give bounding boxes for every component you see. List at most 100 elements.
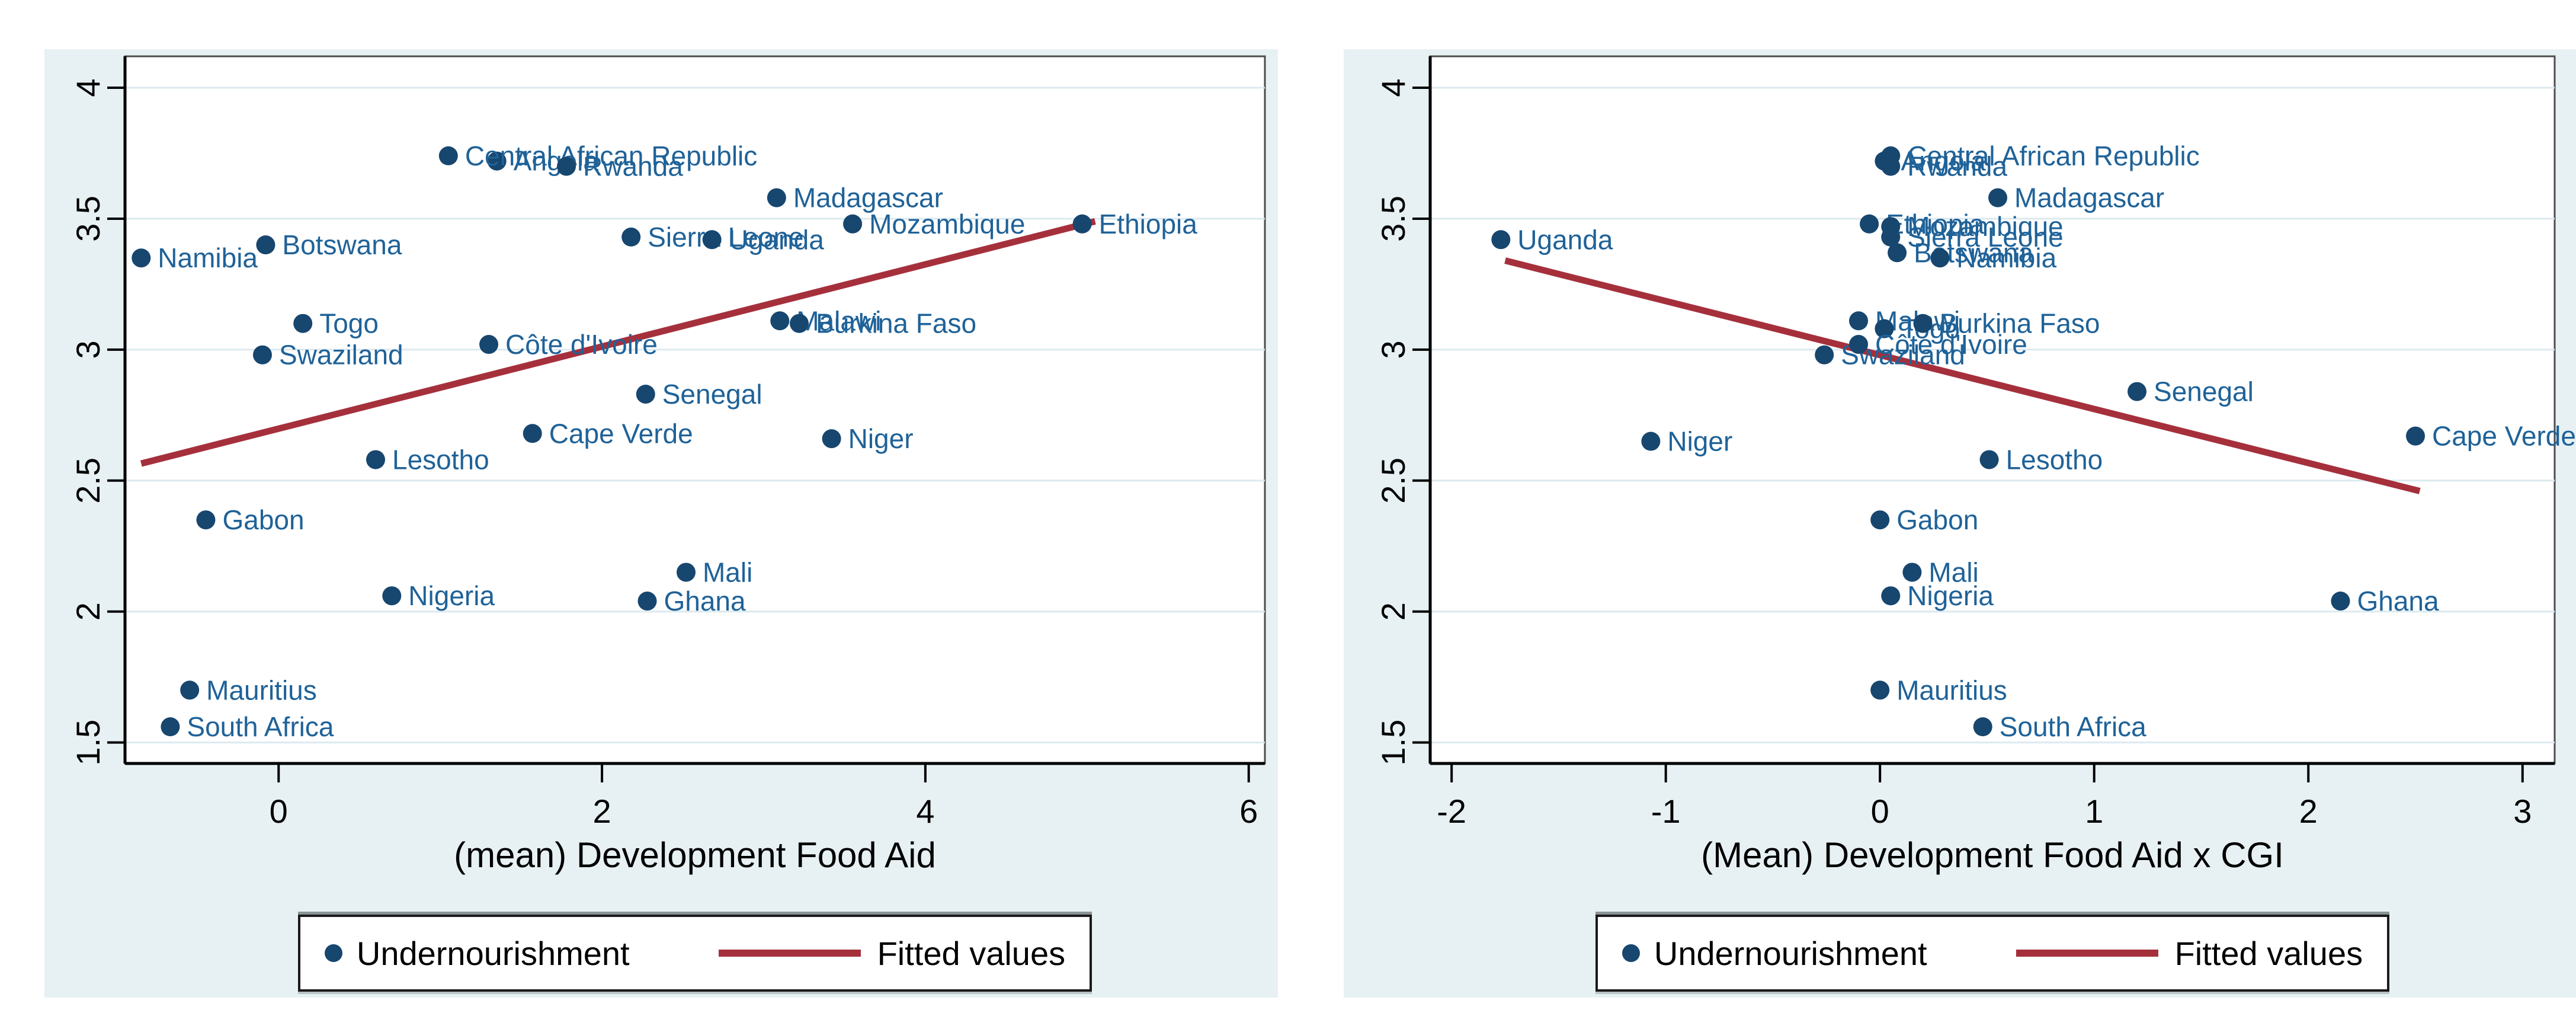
point-label: Senegal <box>662 379 762 410</box>
data-point <box>180 680 200 700</box>
x-tick-label: 2 <box>2299 792 2318 830</box>
chart-panel-food-aid-cgi: 1.5 2 2.5 3 3.5 4 -2 -1 0 1 2 3 Uganda Angola Central … <box>1344 49 2576 998</box>
data-point <box>2331 592 2350 611</box>
data-point <box>252 345 272 365</box>
data-point <box>132 248 151 268</box>
y-tick-label: 3 <box>1374 340 1412 359</box>
data-point <box>1881 156 1901 176</box>
point-label: Malawi <box>796 305 881 336</box>
point-label: Mauritius <box>1896 675 2007 705</box>
data-point <box>1849 335 1869 354</box>
data-point <box>479 335 499 354</box>
data-point <box>487 151 507 171</box>
point-label: Ethiopia <box>1886 209 1985 239</box>
y-tick-label: 2 <box>1374 602 1412 621</box>
point-label: Central African Republic <box>465 140 757 171</box>
x-tick-label: -1 <box>1651 792 1681 830</box>
data-point <box>636 384 655 404</box>
data-point <box>557 156 576 176</box>
data-point <box>1860 214 1879 234</box>
point-label: Rwanda <box>583 151 683 182</box>
point-label: Sierra Leone <box>1907 222 2063 253</box>
data-point <box>1888 243 1907 263</box>
legend-line-icon <box>718 950 861 957</box>
y-tick-label: 4 <box>69 78 107 97</box>
data-point <box>767 188 786 207</box>
data-point <box>1875 319 1894 338</box>
y-tick-label: 2 <box>69 602 107 621</box>
y-tick-label: 2.5 <box>1374 458 1412 504</box>
plot-area <box>124 55 1266 765</box>
point-label: Sierra Leone <box>648 222 803 253</box>
data-point <box>1979 450 1999 469</box>
point-label: Lesotho <box>2006 444 2103 475</box>
data-point <box>1930 248 1950 268</box>
point-label: Togo <box>319 308 379 339</box>
data-point <box>1849 311 1869 331</box>
data-point <box>1815 345 1834 365</box>
data-point <box>1973 717 1992 737</box>
data-point <box>1072 214 1092 234</box>
x-tick-label: 0 <box>270 792 288 830</box>
fitted-values-line <box>140 218 1096 467</box>
data-point <box>621 227 641 247</box>
point-label: Uganda <box>1517 224 1613 255</box>
point-label: Niger <box>848 423 914 454</box>
data-point <box>770 311 790 331</box>
legend-marker-icon <box>1622 944 1640 962</box>
data-point <box>1641 432 1661 451</box>
point-label: Burkina Faso <box>816 308 976 339</box>
point-label: Mozambique <box>1907 211 2063 242</box>
point-label: Mozambique <box>869 209 1025 239</box>
data-point <box>1881 586 1901 606</box>
y-tick-label: 1.5 <box>69 720 107 766</box>
legend-box: Undernourishment Fitted values <box>298 915 1092 992</box>
point-label: South Africa <box>187 711 334 742</box>
y-tick-label: 1.5 <box>1374 720 1412 766</box>
data-point <box>1988 188 2008 207</box>
data-point <box>1902 563 1922 582</box>
data-point <box>2406 426 2426 446</box>
point-label: Central African Republic <box>1907 140 2199 171</box>
point-label: Madagascar <box>2014 183 2164 213</box>
scatter-chart-food-aid-cgi: 1.5 2 2.5 3 3.5 4 -2 -1 0 1 2 3 Uganda AngolaCentral … <box>1374 55 2576 830</box>
point-label: Ethiopia <box>1099 209 1198 239</box>
point-label: Ghana <box>664 586 746 616</box>
y-tick-label: 4 <box>1374 78 1412 97</box>
point-label: Nigeria <box>408 580 495 611</box>
point-label: Côte d'Ivoire <box>505 329 658 360</box>
x-tick-label: 2 <box>592 792 611 830</box>
point-label: Rwanda <box>1907 151 2007 182</box>
legend-line-label: Fitted values <box>877 934 1066 972</box>
x-axis-title: (Mean) Development Food Aid x CGI <box>1701 835 2284 875</box>
point-label: Madagascar <box>793 183 943 213</box>
x-tick-label: -2 <box>1437 792 1466 830</box>
point-label: Namibia <box>1956 242 2056 273</box>
point-label: Uganda <box>729 224 825 255</box>
point-label: Gabon <box>1896 504 1978 535</box>
y-tick-label: 3.5 <box>1374 196 1412 242</box>
x-tick-label: 6 <box>1239 792 1258 830</box>
scatter-chart-food-aid: 1.5 2 2.5 3 3.5 4 0 2 4 6 Namibia Botswana AngolaCen… <box>69 55 1266 830</box>
point-label: Mali <box>703 557 752 587</box>
data-point <box>1913 314 1933 333</box>
x-tick-label: 3 <box>2513 792 2532 830</box>
fitted-values-line <box>1504 257 2421 494</box>
x-tick-label: 4 <box>916 792 934 830</box>
data-point <box>1870 510 1890 530</box>
data-point <box>293 314 313 333</box>
point-label: Angola <box>1901 146 1986 177</box>
point-label: Lesotho <box>392 444 489 475</box>
point-label: Niger <box>1667 426 1732 457</box>
chart-panel-food-aid: 1.5 2 2.5 3 3.5 4 0 2 4 6 Namibia Botswana Angola Cen… <box>44 49 1278 998</box>
legend-line-icon <box>2016 950 2158 957</box>
data-point <box>438 146 458 165</box>
point-label: Namibia <box>158 242 258 273</box>
point-label: Angola <box>514 146 599 177</box>
legend-line-label: Fitted values <box>2174 934 2363 972</box>
point-label: Burkina Faso <box>1940 308 2100 339</box>
point-label: Ghana <box>2357 586 2439 616</box>
legend-marker-label: Undernourishment <box>356 934 630 972</box>
point-label: Gabon <box>222 504 304 535</box>
